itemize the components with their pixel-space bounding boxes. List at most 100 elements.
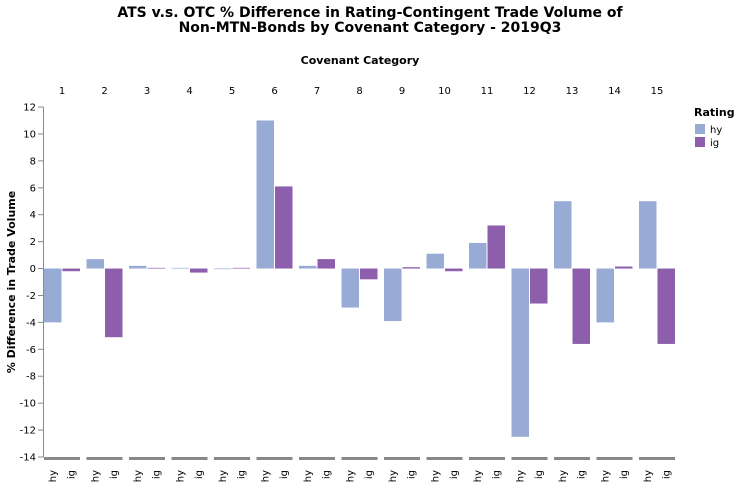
- x-tick-label: ig: [406, 470, 417, 479]
- column-header: 11: [481, 86, 494, 97]
- x-tick-label: hy: [430, 470, 441, 482]
- x-axis-line: [554, 457, 590, 460]
- x-axis-line: [596, 457, 633, 460]
- x-tick-label: hy: [643, 470, 654, 482]
- x-axis-line: [426, 457, 463, 460]
- column-header: 13: [566, 86, 579, 97]
- y-tick-label: -4: [26, 318, 36, 329]
- y-tick-label: 8: [30, 156, 36, 167]
- x-tick-label: hy: [260, 470, 271, 482]
- y-tick-label: -12: [20, 426, 36, 437]
- x-tick-label: hy: [218, 470, 229, 482]
- bar-11-hy: [469, 242, 487, 269]
- bar-5-hy: [214, 268, 232, 270]
- column-header: 12: [523, 86, 536, 97]
- x-axis-line: [44, 457, 80, 460]
- facet-15: 15 hy ig: [639, 86, 675, 482]
- bar-13-ig: [572, 268, 590, 344]
- x-tick-label: hy: [48, 470, 59, 482]
- x-tick-label: ig: [236, 470, 247, 479]
- bar-7-hy: [299, 265, 317, 269]
- bar-2-ig: [105, 268, 123, 338]
- bar-11-ig: [487, 225, 505, 269]
- x-tick-label: ig: [661, 470, 672, 479]
- legend-label-hy: hy: [710, 125, 722, 136]
- y-tick-label: -14: [20, 453, 36, 464]
- y-tick-label: -8: [26, 372, 36, 383]
- x-tick-label: ig: [151, 470, 162, 479]
- x-tick-label: ig: [449, 470, 460, 479]
- x-tick-label: hy: [90, 470, 101, 482]
- bar-15-ig: [657, 268, 675, 344]
- x-tick-label: hy: [600, 470, 611, 482]
- column-header: 14: [608, 86, 621, 97]
- legend-label-ig: ig: [710, 138, 719, 149]
- bar-10-hy: [426, 253, 444, 269]
- x-axis-line: [299, 457, 335, 460]
- facet-9: 9 hy ig: [384, 86, 420, 482]
- x-axis-line: [469, 457, 505, 460]
- legend-title: Rating: [694, 106, 735, 119]
- legend-swatch-hy: [695, 124, 705, 134]
- facet-7: 7 hy ig: [299, 86, 335, 482]
- x-axis-line: [384, 457, 420, 460]
- x-tick-label: hy: [303, 470, 314, 482]
- x-axis-line: [86, 457, 123, 460]
- x-tick-label: ig: [619, 470, 630, 479]
- y-tick-label: 12: [23, 103, 36, 114]
- bar-9-hy: [384, 268, 402, 322]
- facet-14: 14 hy ig: [596, 86, 633, 482]
- x-tick-label: hy: [133, 470, 144, 482]
- bar-4-ig: [190, 268, 208, 273]
- bar-6-ig: [275, 186, 293, 269]
- bar-4-hy: [171, 267, 189, 269]
- column-header: 6: [271, 86, 277, 97]
- bar-8-hy: [341, 268, 359, 308]
- x-tick-label: ig: [534, 470, 545, 479]
- x-tick-label: hy: [515, 470, 526, 482]
- x-axis-line: [341, 457, 378, 460]
- legend-swatch-ig: [695, 137, 705, 147]
- column-header: 4: [186, 86, 192, 97]
- facet-13: 13 hy ig: [554, 86, 590, 482]
- x-tick-label: hy: [175, 470, 186, 482]
- x-tick-label: hy: [388, 470, 399, 482]
- y-tick-label: 4: [30, 210, 36, 221]
- x-tick-label: ig: [576, 470, 587, 479]
- y-axis: 12 10 8 6 4 2 0 -2 -4 -6 -8 -10 -12 -14: [20, 103, 44, 464]
- x-axis-line: [256, 457, 293, 460]
- facet-3: 3 hy ig: [129, 86, 165, 482]
- column-header: 3: [144, 86, 150, 97]
- column-header: 9: [399, 86, 405, 97]
- bar-1-ig: [62, 268, 80, 272]
- y-tick-label: 2: [30, 237, 36, 248]
- x-axis-line: [639, 457, 675, 460]
- bar-13-hy: [554, 201, 572, 269]
- bar-2-hy: [86, 259, 104, 269]
- x-tick-label: hy: [473, 470, 484, 482]
- column-header: 1: [59, 86, 65, 97]
- chart-title-line-1: ATS v.s. OTC % Difference in Rating-Cont…: [117, 5, 623, 21]
- y-tick-label: -10: [20, 399, 36, 410]
- y-tick-label: -6: [26, 345, 36, 356]
- x-tick-label: ig: [279, 470, 290, 479]
- facet-4: 4 hy ig: [171, 86, 208, 482]
- x-tick-label: ig: [364, 470, 375, 479]
- bar-15-hy: [639, 201, 657, 269]
- bar-1-hy: [44, 268, 62, 323]
- x-axis-line: [511, 457, 548, 460]
- bar-6-hy: [256, 120, 274, 269]
- legend: Rating hy ig: [694, 106, 735, 149]
- chart-title-line-2: Non-MTN-Bonds by Covenant Category - 201…: [179, 20, 562, 36]
- y-axis-label: % Difference in Trade Volume: [5, 191, 18, 373]
- y-tick-label: 0: [30, 264, 36, 275]
- facet-8: 8 hy ig: [341, 86, 378, 482]
- bar-5-ig: [232, 267, 250, 269]
- bar-10-ig: [445, 268, 463, 272]
- x-tick-label: ig: [109, 470, 120, 479]
- column-header: 8: [356, 86, 362, 97]
- x-axis-line: [214, 457, 250, 460]
- bar-12-hy: [511, 268, 529, 437]
